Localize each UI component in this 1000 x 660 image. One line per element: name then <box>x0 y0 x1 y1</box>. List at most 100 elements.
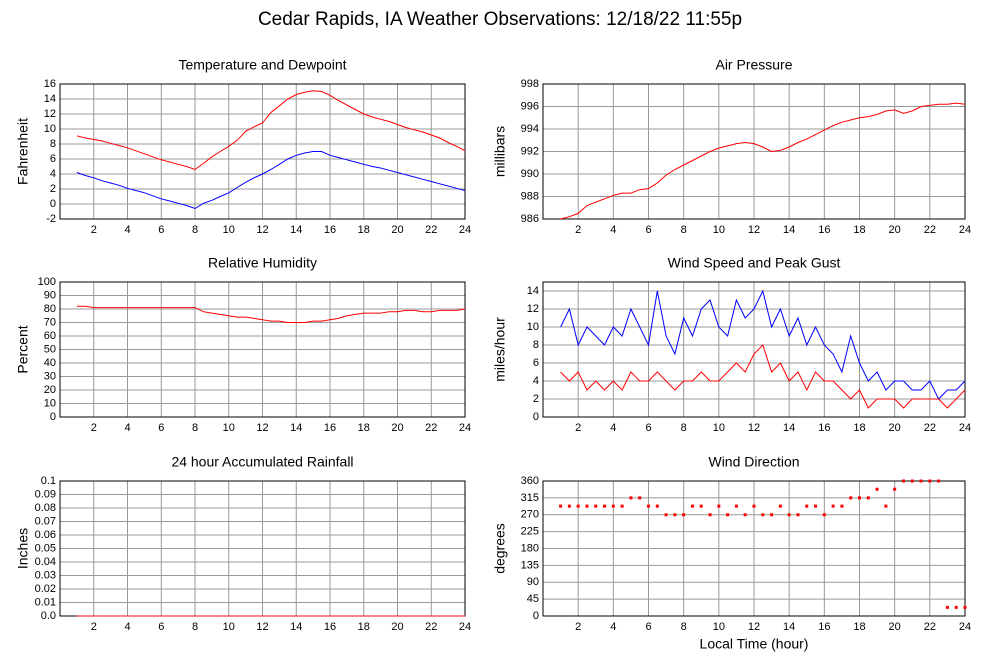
scatter-point <box>699 504 703 508</box>
series-line <box>560 344 966 409</box>
y-tick-label: 0.07 <box>35 515 56 527</box>
x-tick-label: 18 <box>853 224 865 236</box>
y-tick-label: 2 <box>533 393 539 405</box>
page-title: Cedar Rapids, IA Weather Observations: 1… <box>258 9 742 30</box>
y-tick-label: 992 <box>521 145 539 157</box>
y-tick-label: 315 <box>521 492 539 504</box>
scatter-point <box>919 479 923 483</box>
x-tick-label: 22 <box>924 224 936 236</box>
x-tick-label: 12 <box>256 422 268 434</box>
y-tick-label: 90 <box>44 289 56 301</box>
y-axis-label: millibars <box>492 126 508 177</box>
y-tick-label: -2 <box>46 213 56 225</box>
scatter-point <box>752 504 756 508</box>
x-tick-label: 2 <box>575 422 581 434</box>
y-tick-label: 0.04 <box>35 556 56 568</box>
x-tick-label: 6 <box>645 621 651 633</box>
x-tick-label: 20 <box>889 422 901 434</box>
x-tick-label: 8 <box>681 224 687 236</box>
y-tick-label: 2 <box>50 183 56 195</box>
y-tick-label: 4 <box>50 168 56 180</box>
x-tick-label: 24 <box>459 422 471 434</box>
y-tick-label: 0 <box>50 411 56 423</box>
y-tick-label: 4 <box>533 375 539 387</box>
scatter-point <box>655 504 659 508</box>
x-tick-label: 10 <box>223 422 235 434</box>
panel-title: Temperature and Dewpoint <box>178 57 346 73</box>
x-tick-label: 24 <box>959 422 971 434</box>
y-tick-label: 10 <box>527 321 539 333</box>
x-tick-label: 18 <box>358 422 370 434</box>
plot-frame <box>542 281 966 418</box>
x-tick-label: 8 <box>681 621 687 633</box>
y-tick-label: 998 <box>521 78 539 90</box>
x-tick-label: 4 <box>124 224 130 236</box>
scatter-point <box>585 504 589 508</box>
x-tick-label: 24 <box>959 224 971 236</box>
plot-frame <box>59 83 466 220</box>
scatter-point <box>647 504 650 508</box>
y-axis-label: Inches <box>15 528 31 569</box>
scatter-point <box>673 513 677 517</box>
y-tick-label: 6 <box>533 357 539 369</box>
x-tick-label: 10 <box>713 224 725 236</box>
x-tick-label: 20 <box>391 422 403 434</box>
scatter-point <box>849 496 853 500</box>
y-tick-label: 90 <box>527 576 539 588</box>
y-tick-label: 988 <box>521 190 539 202</box>
scatter-point <box>893 487 897 491</box>
scatter-point <box>928 479 932 483</box>
series-line <box>560 289 966 400</box>
x-tick-label: 10 <box>223 621 235 633</box>
x-tick-label: 10 <box>713 621 725 633</box>
y-tick-label: 0.01 <box>35 596 56 608</box>
x-tick-label: 2 <box>91 621 97 633</box>
x-tick-label: 24 <box>959 621 971 633</box>
x-tick-label: 4 <box>124 422 130 434</box>
x-tick-label: 10 <box>223 224 235 236</box>
scatter-point <box>822 513 826 517</box>
plot-frame <box>542 480 966 617</box>
y-tick-label: 0.09 <box>35 488 56 500</box>
scatter-point <box>796 513 800 517</box>
scatter-point <box>761 513 765 517</box>
x-tick-label: 20 <box>391 224 403 236</box>
x-tick-label: 2 <box>91 422 97 434</box>
x-tick-label: 24 <box>459 621 471 633</box>
scatter-point <box>567 504 571 508</box>
x-tick-label: 22 <box>924 422 936 434</box>
y-tick-label: 100 <box>38 276 56 288</box>
x-tick-label: 18 <box>853 621 865 633</box>
y-tick-label: 14 <box>527 285 539 297</box>
y-tick-label: 40 <box>44 357 56 369</box>
scatter-point <box>708 513 712 517</box>
x-tick-label: 16 <box>818 224 830 236</box>
x-tick-label: 14 <box>290 621 302 633</box>
scatter-point <box>831 504 835 508</box>
x-tick-label: 14 <box>290 224 302 236</box>
x-tick-label: 22 <box>924 621 936 633</box>
scatter-point <box>726 513 730 517</box>
x-tick-label: 6 <box>645 224 651 236</box>
series-line <box>560 102 966 220</box>
scatter-point <box>814 504 818 508</box>
plot-frame <box>59 281 466 418</box>
x-tick-label: 2 <box>91 224 97 236</box>
y-tick-label: 10 <box>44 123 56 135</box>
x-tick-label: 16 <box>818 422 830 434</box>
y-tick-label: 12 <box>527 303 539 315</box>
x-tick-label: 18 <box>358 224 370 236</box>
x-tick-label: 6 <box>158 224 164 236</box>
x-tick-label: 20 <box>889 621 901 633</box>
y-tick-label: 994 <box>521 123 539 135</box>
x-tick-label: 14 <box>783 621 795 633</box>
x-tick-label: 4 <box>610 224 616 236</box>
y-tick-label: 16 <box>44 78 56 90</box>
y-tick-label: 0 <box>50 198 56 210</box>
x-tick-label: 18 <box>853 422 865 434</box>
scatter-point <box>603 504 607 508</box>
scatter-point <box>884 504 888 508</box>
x-tick-label: 20 <box>391 621 403 633</box>
scatter-point <box>937 479 941 483</box>
